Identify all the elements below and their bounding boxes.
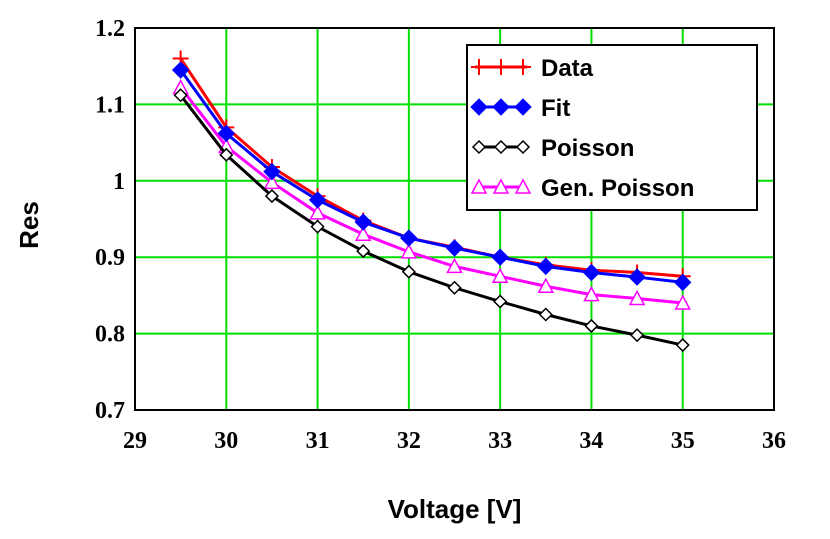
data-point	[400, 243, 418, 259]
x-tick-label: 30	[214, 428, 238, 454]
legend-item: Gen. Poisson	[470, 175, 694, 202]
y-tick-label: 1.2	[95, 16, 125, 42]
data-point	[356, 244, 371, 259]
data-point	[219, 147, 234, 162]
legend-label: Gen. Poisson	[541, 175, 694, 202]
x-tick-label: 35	[671, 428, 695, 454]
data-point	[537, 257, 555, 276]
data-point	[675, 337, 690, 353]
legend-marker	[515, 139, 531, 155]
data-point	[400, 229, 418, 247]
plot-area-frame	[134, 27, 775, 411]
legend: Data Fit Poisson Gen. Poisson	[466, 44, 758, 211]
data-point	[583, 286, 600, 302]
legend-marker	[470, 98, 488, 116]
data-point	[628, 268, 646, 286]
data-point	[491, 267, 509, 284]
legend-label: Poisson	[541, 135, 634, 162]
legend-marker	[492, 178, 510, 194]
legend-label: Fit	[541, 95, 570, 122]
data-point	[401, 264, 416, 279]
legend-marker	[493, 139, 509, 155]
legend-box	[466, 44, 758, 211]
series-line	[179, 86, 683, 305]
series-fit	[171, 61, 692, 292]
y-tick-label: 0.9	[95, 245, 125, 271]
data-point	[628, 289, 646, 306]
x-tick-label: 36	[762, 428, 786, 454]
series-poisson	[173, 88, 690, 353]
data-point	[584, 318, 599, 334]
x-tick-label: 31	[306, 428, 330, 454]
data-point	[263, 173, 281, 190]
data-point	[264, 189, 279, 204]
y-tick-label: 0.7	[95, 398, 125, 424]
data-point	[354, 213, 372, 231]
data-point	[310, 219, 325, 234]
data-point	[309, 204, 326, 220]
data-point	[674, 273, 692, 292]
x-tick-label: 32	[397, 428, 421, 454]
data-point	[493, 294, 508, 309]
data-point	[354, 225, 372, 242]
data-point	[491, 248, 509, 266]
data-point	[537, 277, 555, 293]
data-point	[447, 280, 462, 295]
legend-item: Data	[471, 55, 594, 82]
legend-item: Fit	[470, 95, 570, 122]
tick-labels: 29 30 31 32 33 34 35 36 0.7 0.8 0.9 1 1.1 1.2	[95, 16, 786, 454]
data-point	[171, 61, 190, 79]
y-tick-label: 1.1	[95, 92, 125, 118]
legend-marker	[471, 139, 487, 155]
legend-marker	[514, 178, 532, 194]
legend-marker	[515, 59, 531, 75]
data-point	[674, 294, 691, 310]
legend-marker	[471, 59, 487, 75]
legend-marker	[514, 98, 532, 116]
data-point	[630, 328, 645, 343]
y-tick-label: 0.8	[95, 322, 125, 348]
plot-series	[171, 50, 692, 353]
legend-label: Data	[541, 55, 594, 82]
legend-marker	[493, 59, 509, 75]
y-tick-label: 1	[113, 169, 125, 195]
x-tick-label: 33	[488, 428, 512, 454]
data-point	[308, 191, 327, 209]
series-line	[179, 94, 684, 347]
y-axis-label: Res	[14, 201, 44, 249]
data-point	[445, 239, 464, 257]
data-point	[217, 124, 235, 143]
data-point	[538, 307, 553, 322]
data-point	[582, 263, 601, 282]
x-tick-label: 34	[579, 428, 603, 454]
legend-marker	[470, 178, 488, 194]
data-point	[263, 162, 281, 181]
data-point	[446, 257, 463, 274]
legend-item: Poisson	[471, 135, 634, 162]
legend-marker	[492, 98, 510, 116]
data-point	[173, 88, 188, 103]
x-axis-label: Voltage [V]	[388, 494, 522, 524]
x-tick-label: 29	[123, 428, 147, 454]
